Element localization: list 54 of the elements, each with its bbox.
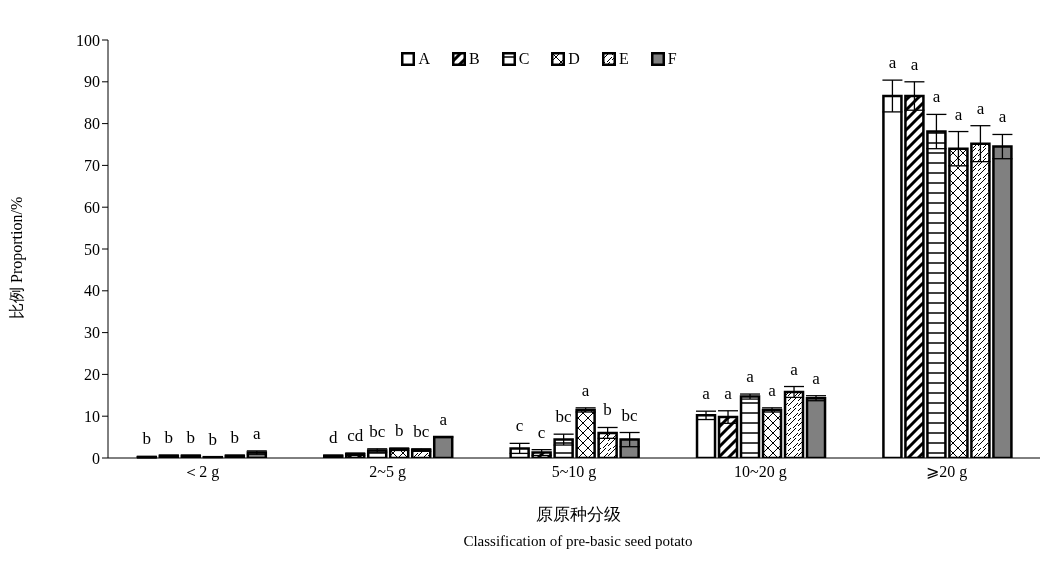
data-label: b <box>394 420 404 440</box>
legend-label: E <box>617 50 629 68</box>
data-label: bc <box>413 421 430 441</box>
y-tick-label: 80 <box>84 115 100 133</box>
y-tick-label: 50 <box>84 240 100 258</box>
y-tick-label: 10 <box>84 407 100 425</box>
data-label: a <box>954 104 963 124</box>
legend-label: C <box>517 50 530 68</box>
data-label: bc <box>621 405 639 425</box>
data-label: a <box>768 380 777 400</box>
data-label: b <box>186 428 196 448</box>
legend-label: B <box>468 50 480 68</box>
data-label: a <box>910 54 919 74</box>
data-label: b <box>603 400 612 420</box>
data-label: c <box>515 416 524 436</box>
data-label: a <box>998 107 1007 127</box>
y-tick-label: 70 <box>84 157 100 175</box>
data-label: b <box>142 429 152 449</box>
y-tick-label: 30 <box>84 324 100 342</box>
data-label: a <box>253 423 262 443</box>
data-label: bc <box>555 407 573 427</box>
data-label: a <box>724 383 733 403</box>
x-tick-label: 2~5 g <box>369 463 406 482</box>
data-label: a <box>746 367 755 387</box>
data-label: c <box>537 422 546 442</box>
data-label: a <box>581 380 590 400</box>
data-label: a <box>812 368 821 388</box>
data-label: a <box>976 98 985 118</box>
data-label: a <box>932 87 941 107</box>
data-label: b <box>164 428 174 448</box>
data-label: b <box>208 429 218 449</box>
y-tick-label: 0 <box>92 449 100 467</box>
data-label: a <box>888 53 897 73</box>
legend-label: D <box>567 50 580 68</box>
x-tick-label: ⩾20 g <box>926 463 968 482</box>
data-label: bc <box>369 421 386 441</box>
legend-label: F <box>666 50 677 68</box>
legend-label: A <box>417 50 430 68</box>
y-tick-label: 40 <box>84 282 100 300</box>
x-axis-title: 原原种分级 Classification of pre-basic seed potato <box>462 504 694 551</box>
y-tick-label: 60 <box>84 198 100 216</box>
x-tick-label: 10~20 g <box>734 463 787 482</box>
data-label: a <box>439 409 448 429</box>
y-tick-label: 90 <box>84 73 100 91</box>
y-tick-label: 100 <box>76 31 100 49</box>
data-label: a <box>790 359 799 379</box>
data-label: a <box>702 384 711 404</box>
y-tick-label: 20 <box>84 366 100 384</box>
data-label: d <box>328 428 338 448</box>
x-tick-label: 5~10 g <box>551 463 597 482</box>
data-label: b <box>230 428 240 448</box>
y-axis-title: 比例 Proportion/% <box>7 196 26 319</box>
data-label: cd <box>347 425 364 445</box>
x-tick-label: ＜2 g <box>183 463 220 482</box>
